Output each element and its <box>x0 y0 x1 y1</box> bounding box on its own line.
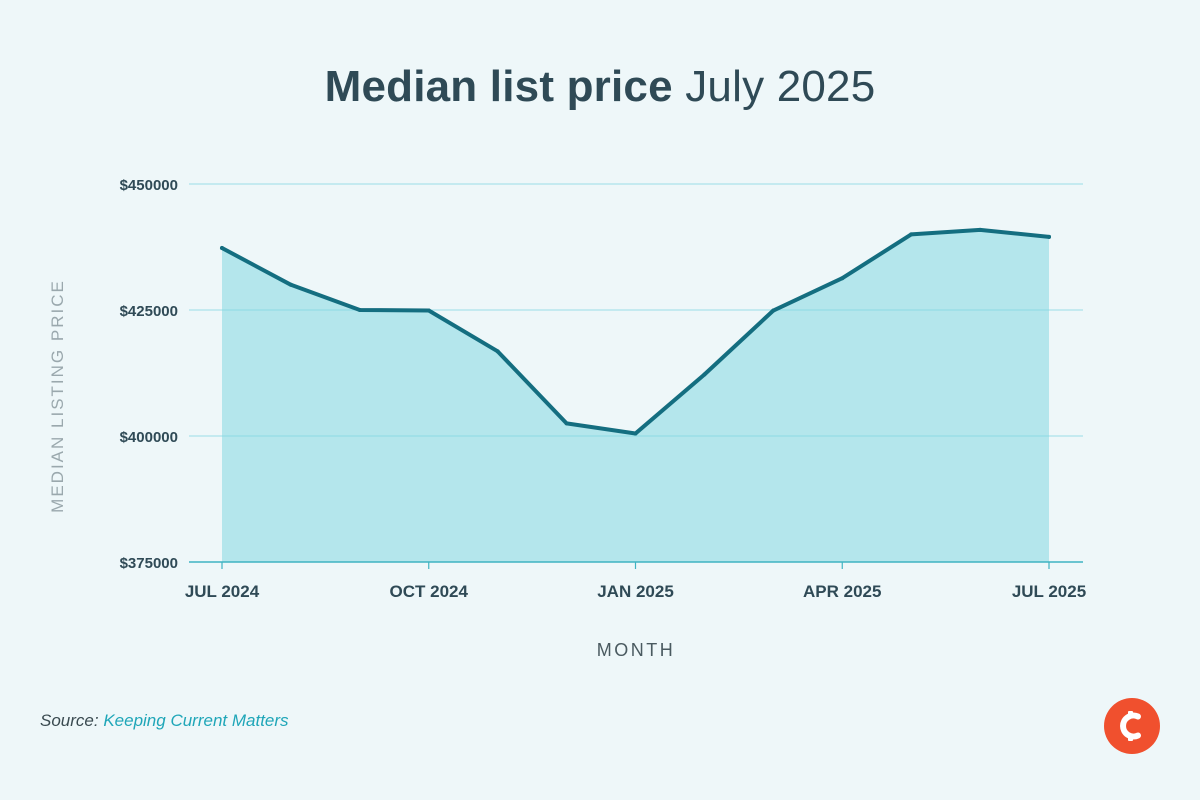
data-point <box>771 308 776 313</box>
x-tick-label: APR 2025 <box>803 582 881 601</box>
data-point <box>702 372 707 377</box>
x-tick-label: JUL 2024 <box>185 582 260 601</box>
x-tick-label: OCT 2024 <box>390 582 469 601</box>
kcm-c-logo-icon <box>1104 698 1160 754</box>
data-point <box>633 431 638 436</box>
chart-title-bold: Median list price <box>324 62 673 111</box>
area-fill <box>222 229 1049 562</box>
data-point <box>357 308 362 312</box>
data-point <box>909 232 914 237</box>
data-point <box>564 421 569 426</box>
source-label: Source: <box>40 711 99 730</box>
data-point <box>1047 234 1051 239</box>
y-tick-label: $425000 <box>120 303 178 320</box>
data-point <box>978 227 983 232</box>
source-link[interactable]: Keeping Current Matters <box>103 711 289 730</box>
data-point <box>288 282 293 287</box>
chart-title-light: July 2025 <box>685 62 876 111</box>
x-axis-title: MONTH <box>596 640 676 660</box>
data-point <box>220 246 224 251</box>
source-note: Source: Keeping Current Matters <box>40 711 289 731</box>
data-point <box>426 308 431 313</box>
y-tick-label: $375000 <box>120 555 178 572</box>
y-axis-title: MEDIAN LISTING PRICE <box>48 279 67 513</box>
x-tick-label: JAN 2025 <box>597 582 674 601</box>
data-point <box>495 349 500 354</box>
x-tick-label: JUL 2025 <box>1012 582 1086 601</box>
y-tick-label: $400000 <box>120 429 178 446</box>
data-point <box>840 276 845 281</box>
y-tick-label: $450000 <box>120 177 178 194</box>
chart-title: Median list price July 2025 <box>0 62 1200 112</box>
